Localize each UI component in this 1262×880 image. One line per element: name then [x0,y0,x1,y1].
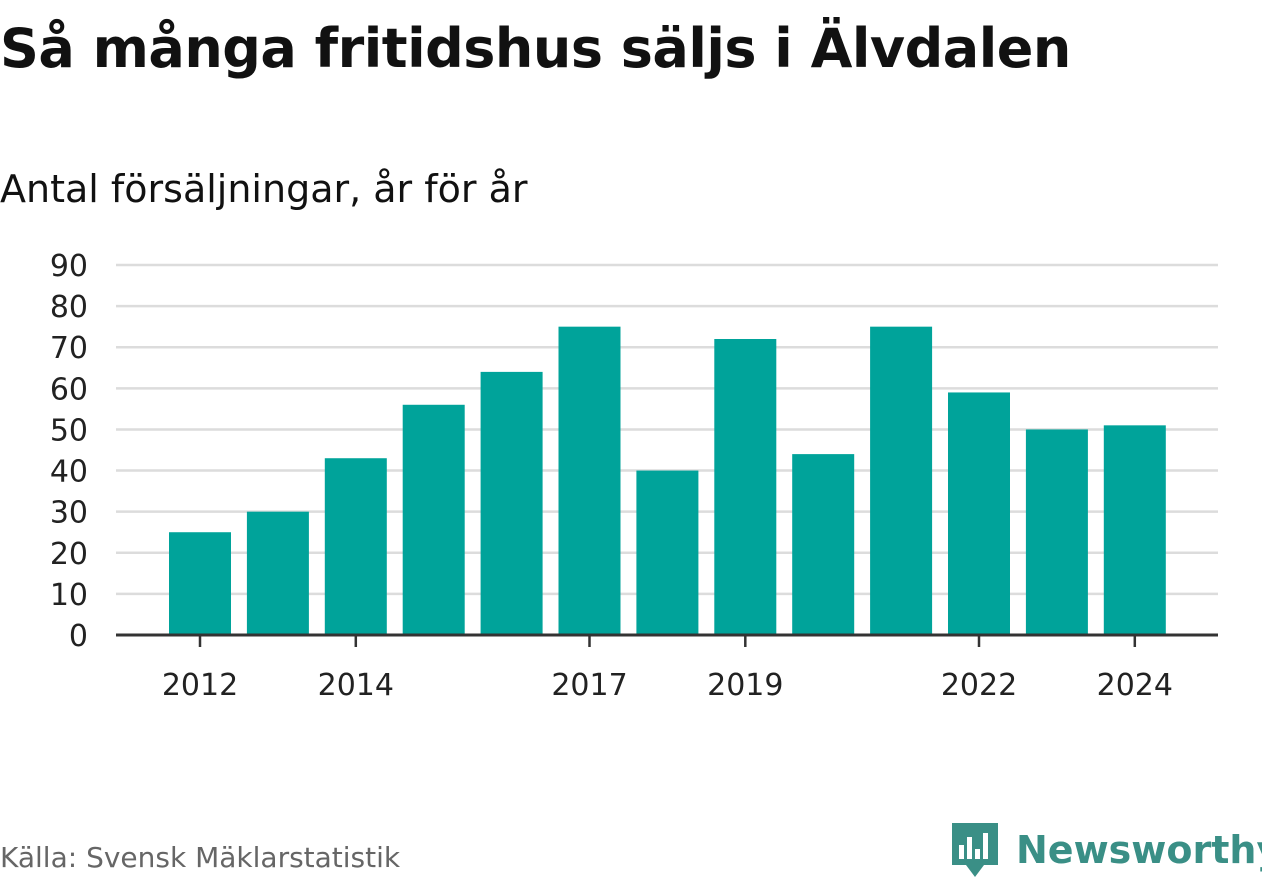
y-axis-ticks: 0 10 20 30 40 50 60 70 80 90 [50,249,88,654]
bar-2023 [1025,429,1088,635]
x-tick-label: 2024 [1097,668,1173,703]
y-tick-label: 50 [50,413,88,448]
chart-title: Så många fritidshus säljs i Älvdalen [0,17,1071,80]
x-tick-label: 2017 [551,668,627,703]
bar-2021 [870,326,933,635]
bar-2012 [169,532,231,635]
bar-2024 [1103,425,1166,635]
y-tick-label: 40 [50,455,88,490]
bar-2022 [948,392,1010,635]
bar-2020 [792,454,855,635]
y-tick-label: 90 [50,249,88,284]
logo-text: Newsworthy [1016,828,1262,872]
newsworthy-logo: Newsworthy [950,820,1262,880]
bar-2019 [714,339,777,635]
x-axis-ticks: 2012 2014 2017 2019 2022 2024 [162,635,1173,703]
bar-2016 [480,371,543,635]
bar-chart: 0 10 20 30 40 50 60 70 80 90 2012 2014 2017 2019 2022… [50,249,1218,703]
bar-2015 [402,404,465,635]
y-tick-label: 70 [50,331,88,366]
bars [169,326,1166,635]
x-tick-label: 2022 [941,668,1017,703]
x-tick-label: 2014 [318,668,394,703]
source-note: Källa: Svensk Mäklarstatistik [0,841,401,874]
bar-2017 [558,326,621,635]
y-tick-label: 60 [50,372,88,407]
bar-chart-speech-bubble-icon [952,823,998,877]
bar-2014 [324,458,387,635]
chart-subtitle: Antal försäljningar, år för år [0,167,528,211]
bar-2013 [246,511,309,635]
x-tick-label: 2019 [707,668,783,703]
y-tick-label: 20 [50,537,88,572]
bar-2018 [636,470,699,635]
x-tick-label: 2012 [162,668,238,703]
y-tick-label: 30 [50,496,88,531]
y-tick-label: 80 [50,290,88,325]
y-tick-label: 10 [50,578,88,613]
y-tick-label: 0 [69,619,88,654]
